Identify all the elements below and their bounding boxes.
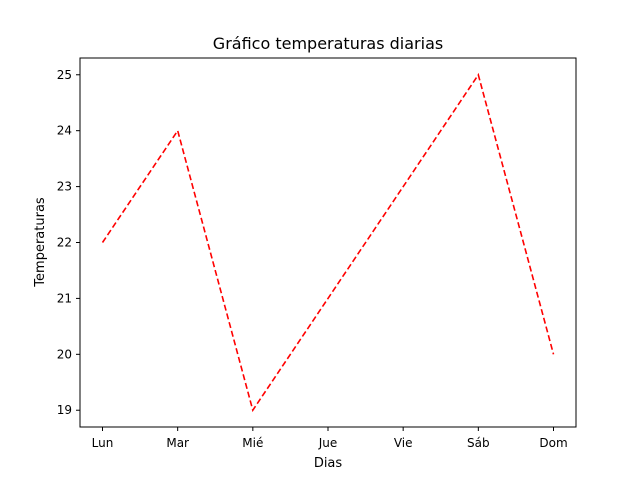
y-tick-label: 25 — [57, 68, 72, 82]
y-tick-label: 23 — [57, 180, 72, 194]
chart-title: Gráfico temperaturas diarias — [213, 34, 443, 53]
y-axis-label: Temperaturas — [33, 197, 48, 288]
x-axis: Lun Mar Mié Jue Vie Sáb Dom — [92, 427, 568, 450]
y-tick-label: 21 — [57, 291, 72, 305]
series-line-0 — [101, 72, 555, 413]
x-tick-label: Lun — [92, 436, 114, 450]
y-axis: 19 20 21 22 23 24 25 — [57, 68, 80, 417]
y-tick-label: 19 — [57, 403, 72, 417]
y-tick-label: 22 — [57, 236, 72, 250]
y-tick-label: 20 — [57, 347, 72, 361]
y-tick-label: 24 — [57, 124, 72, 138]
x-tick-label: Dom — [539, 436, 567, 450]
x-tick-label: Mar — [166, 436, 189, 450]
x-tick-label: Vie — [394, 436, 413, 450]
x-tick-label: Jue — [318, 436, 338, 450]
x-tick-label: Mié — [242, 436, 263, 450]
plot-area — [101, 72, 555, 413]
x-axis-label: Dias — [314, 456, 343, 471]
x-tick-label: Sáb — [467, 436, 490, 450]
